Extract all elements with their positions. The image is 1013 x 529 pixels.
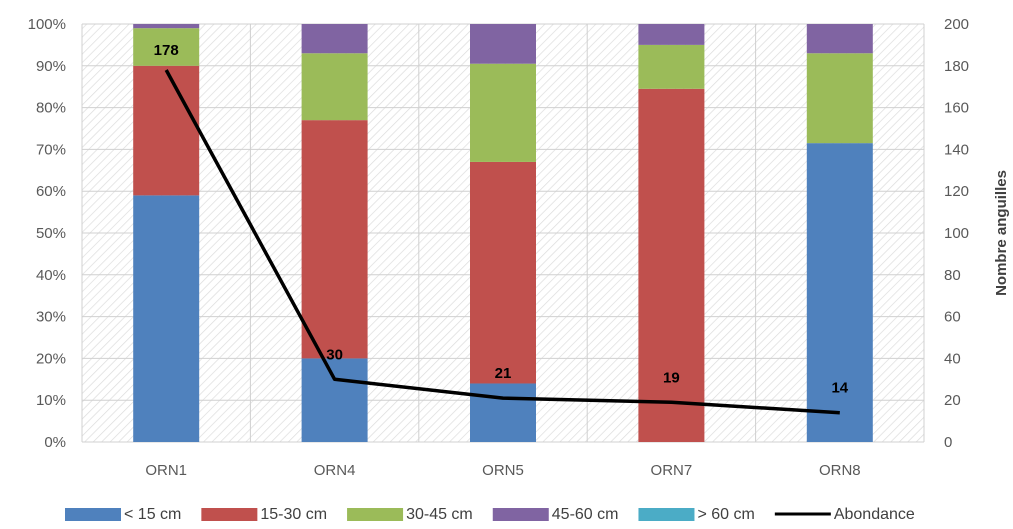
y-tick-label: 30% (36, 309, 66, 326)
y2-tick-label: 40 (944, 350, 961, 367)
bar-segment (301, 53, 368, 121)
legend-swatch (347, 508, 404, 521)
bar-segment (638, 88, 705, 442)
legend-label: > 60 cm (697, 506, 754, 523)
x-tick-label: ORN8 (819, 462, 861, 479)
y2-tick-label: 120 (944, 183, 969, 200)
y-tick-label: 40% (36, 267, 66, 284)
legend-label: < 15 cm (124, 506, 181, 523)
y-tick-label: 60% (36, 183, 66, 200)
legend-label: 15-30 cm (260, 506, 327, 523)
abundance-data-label: 19 (663, 369, 680, 386)
bar-segment (133, 65, 200, 196)
legend-swatch (201, 508, 258, 521)
bar-segment (806, 24, 873, 54)
y2-tick-label: 160 (944, 100, 969, 117)
bar-segment (301, 358, 368, 442)
legend-swatch (65, 508, 121, 521)
bar-segment (133, 28, 200, 66)
abundance-data-label: 14 (831, 380, 848, 397)
y-axis-ticks: 0% 10% 20% 30% 40% 50% 60% 70% 80% 90% 100% (28, 16, 66, 451)
legend-swatch (638, 508, 695, 521)
bar-segment (470, 161, 536, 384)
y-tick-label: 100% (28, 16, 66, 33)
y2-axis-ticks: 0 20 40 60 80 100 120 140 160 180 200 (944, 16, 969, 451)
y2-tick-label: 80 (944, 267, 961, 284)
bar-segment (806, 143, 873, 442)
x-tick-label: ORN1 (145, 462, 187, 479)
y2-tick-label: 60 (944, 309, 961, 326)
y2-axis-title: Nombre anguilles (993, 170, 1010, 296)
bar-segment (470, 24, 536, 64)
y2-tick-label: 100 (944, 225, 969, 242)
data-labels: 178 30 21 19 14 (154, 42, 849, 397)
x-axis-labels: ORN1 ORN4 ORN5 ORN7 ORN8 (145, 462, 860, 479)
y2-tick-label: 20 (944, 392, 961, 409)
abundance-line-layer (164, 69, 840, 415)
bar-segment (470, 383, 536, 442)
legend-swatch (492, 508, 549, 521)
y-tick-label: 70% (36, 141, 66, 158)
y2-tick-label: 140 (944, 141, 969, 158)
x-tick-label: ORN4 (314, 462, 356, 479)
abundance-data-label: 30 (326, 346, 343, 363)
x-tick-label: ORN5 (482, 462, 524, 479)
y-tick-label: 0% (44, 434, 66, 451)
abundance-data-label: 178 (154, 42, 179, 59)
y-tick-label: 50% (36, 225, 66, 242)
abundance-data-label: 21 (495, 365, 512, 382)
legend: < 15 cm 15-30 cm 30-45 cm 45-60 cm > 60 cm Ab… (65, 506, 915, 523)
x-tick-label: ORN7 (651, 462, 693, 479)
bar-segment (133, 24, 200, 29)
bar-segment (301, 24, 368, 54)
bars (133, 24, 873, 442)
legend-label: 45-60 cm (552, 506, 619, 523)
y-tick-label: 10% (36, 392, 66, 409)
y-tick-label: 80% (36, 100, 66, 117)
y2-tick-label: 200 (944, 16, 969, 33)
legend-label: 30-45 cm (406, 506, 473, 523)
bar-segment (806, 53, 873, 144)
y-tick-label: 20% (36, 350, 66, 367)
bar-segment (301, 120, 368, 359)
bar-segment (133, 195, 200, 442)
bar-segment (470, 63, 536, 162)
legend-label: Abondance (834, 506, 915, 523)
y2-tick-label: 0 (944, 434, 952, 451)
bar-segment (638, 44, 705, 89)
y2-tick-label: 180 (944, 58, 969, 75)
abundance-line (164, 69, 840, 415)
bar-segment (638, 24, 705, 45)
y-tick-label: 90% (36, 58, 66, 75)
